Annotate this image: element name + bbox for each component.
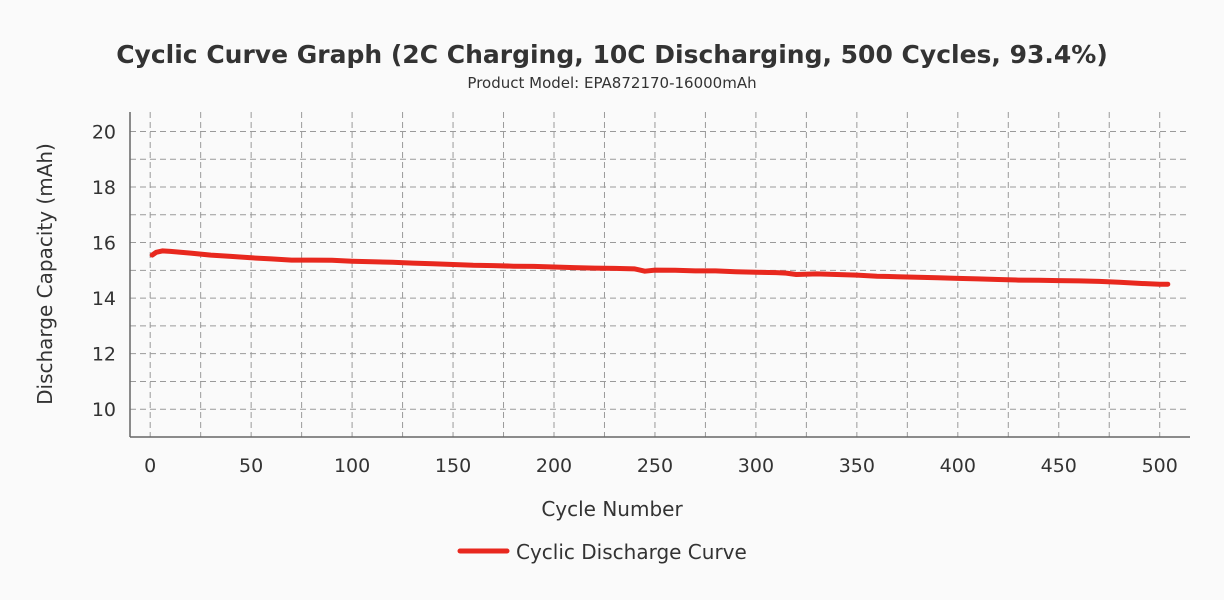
y-tick-label: 10 [92,399,116,421]
legend: Cyclic Discharge Curve [457,540,747,564]
x-tick-label: 350 [839,455,875,477]
chart-title: Cyclic Curve Graph (2C Charging, 10C Dis… [116,40,1108,69]
x-tick-label: 0 [144,455,156,477]
x-axis-label: Cycle Number [541,497,683,521]
legend-label: Cyclic Discharge Curve [516,540,747,564]
y-tick-label: 16 [92,233,116,255]
x-tick-label: 250 [637,455,673,477]
series-line [149,248,1171,287]
axes [129,112,1190,438]
y-tick-label: 14 [92,288,116,310]
y-tick-label: 12 [92,344,116,366]
series-layer [149,248,1171,287]
x-tick-label: 400 [940,455,976,477]
x-tick-label: 200 [536,455,572,477]
y-axis-label: Discharge Capacity (mAh) [33,143,57,405]
x-tick-label: 500 [1142,455,1178,477]
grid [130,112,1190,437]
x-tick-label: 300 [738,455,774,477]
tick-labels: 0 50 100 150 200 250 300 350 400 450 500 10 12 14 16 18… [92,121,1178,477]
x-tick-label: 50 [239,455,263,477]
x-tick-label: 150 [435,455,471,477]
x-tick-label: 450 [1041,455,1077,477]
y-tick-label: 20 [92,121,116,143]
x-tick-label: 100 [334,455,370,477]
y-tick-label: 18 [92,177,116,199]
chart-subtitle: Product Model: EPA872170-16000mAh [467,74,756,92]
